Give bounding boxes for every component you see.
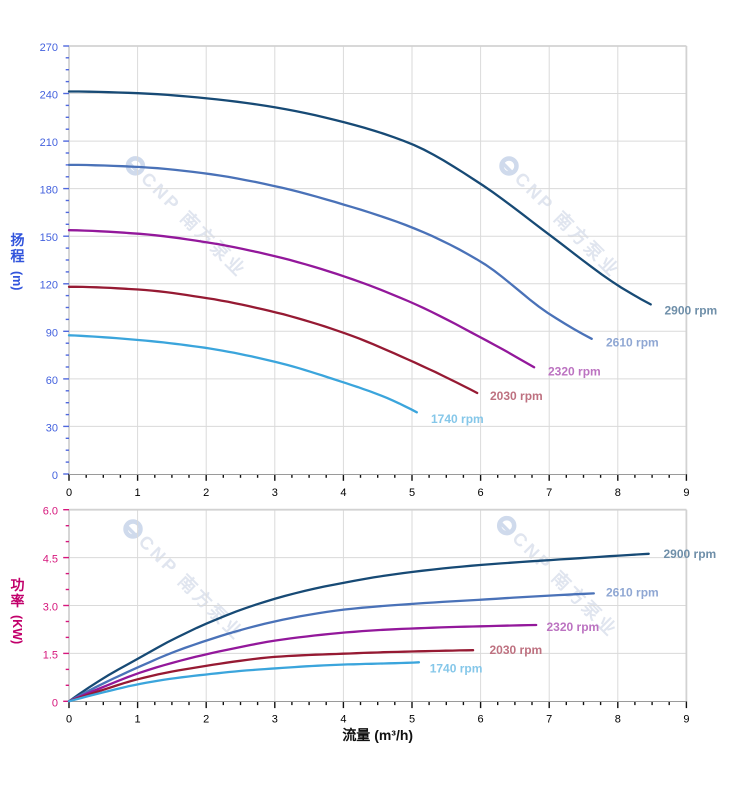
svg-text:0: 0 [66,713,72,725]
svg-text:程: 程 [11,248,25,264]
svg-text:7: 7 [546,713,552,725]
svg-text:2610 rpm: 2610 rpm [606,585,659,599]
svg-text:扬: 扬 [11,232,25,248]
svg-text:90: 90 [46,327,58,339]
svg-text:8: 8 [615,713,621,725]
svg-text:9: 9 [683,713,689,725]
svg-text:3: 3 [272,487,278,499]
svg-text:1: 1 [135,487,141,499]
svg-text:6: 6 [478,487,484,499]
svg-text:4: 4 [340,713,346,725]
svg-text:6: 6 [478,713,484,725]
svg-text:2030 rpm: 2030 rpm [490,643,543,657]
svg-text:5: 5 [409,487,415,499]
svg-text:1740 rpm: 1740 rpm [430,661,483,675]
svg-text:2610 rpm: 2610 rpm [606,335,659,349]
svg-text:2320 rpm: 2320 rpm [548,365,601,379]
svg-text:(KW): (KW) [10,615,24,644]
svg-text:2: 2 [203,713,209,725]
svg-text:9: 9 [683,487,689,499]
svg-text:1: 1 [135,713,141,725]
svg-text:2320 rpm: 2320 rpm [547,620,600,634]
svg-text:2900 rpm: 2900 rpm [664,547,717,561]
svg-text:率: 率 [11,593,25,609]
svg-text:270: 270 [40,42,58,54]
svg-text:30: 30 [46,422,58,434]
svg-text:5: 5 [409,713,415,725]
svg-text:3: 3 [272,713,278,725]
svg-text:240: 240 [40,90,58,102]
svg-text:2900 rpm: 2900 rpm [665,303,718,317]
svg-text:0: 0 [66,487,72,499]
svg-text:180: 180 [40,185,58,197]
svg-text:8: 8 [615,487,621,499]
svg-text:2030 rpm: 2030 rpm [490,389,543,403]
svg-text:7: 7 [546,487,552,499]
svg-text:3.0: 3.0 [43,602,58,614]
svg-text:1.5: 1.5 [43,649,58,661]
svg-text:功: 功 [11,577,25,593]
svg-text:60: 60 [46,375,58,387]
svg-text:0: 0 [52,470,58,482]
svg-text:150: 150 [40,232,58,244]
svg-text:6.0: 6.0 [43,506,58,518]
svg-text:(m): (m) [10,271,24,290]
svg-text:1740 rpm: 1740 rpm [431,412,484,426]
svg-text:4: 4 [340,487,346,499]
svg-text:120: 120 [40,280,58,292]
svg-text:0: 0 [52,697,58,709]
svg-text:流量 (m³/h): 流量 (m³/h) [342,727,413,743]
svg-text:2: 2 [203,487,209,499]
svg-text:210: 210 [40,137,58,149]
svg-text:4.5: 4.5 [43,554,58,566]
